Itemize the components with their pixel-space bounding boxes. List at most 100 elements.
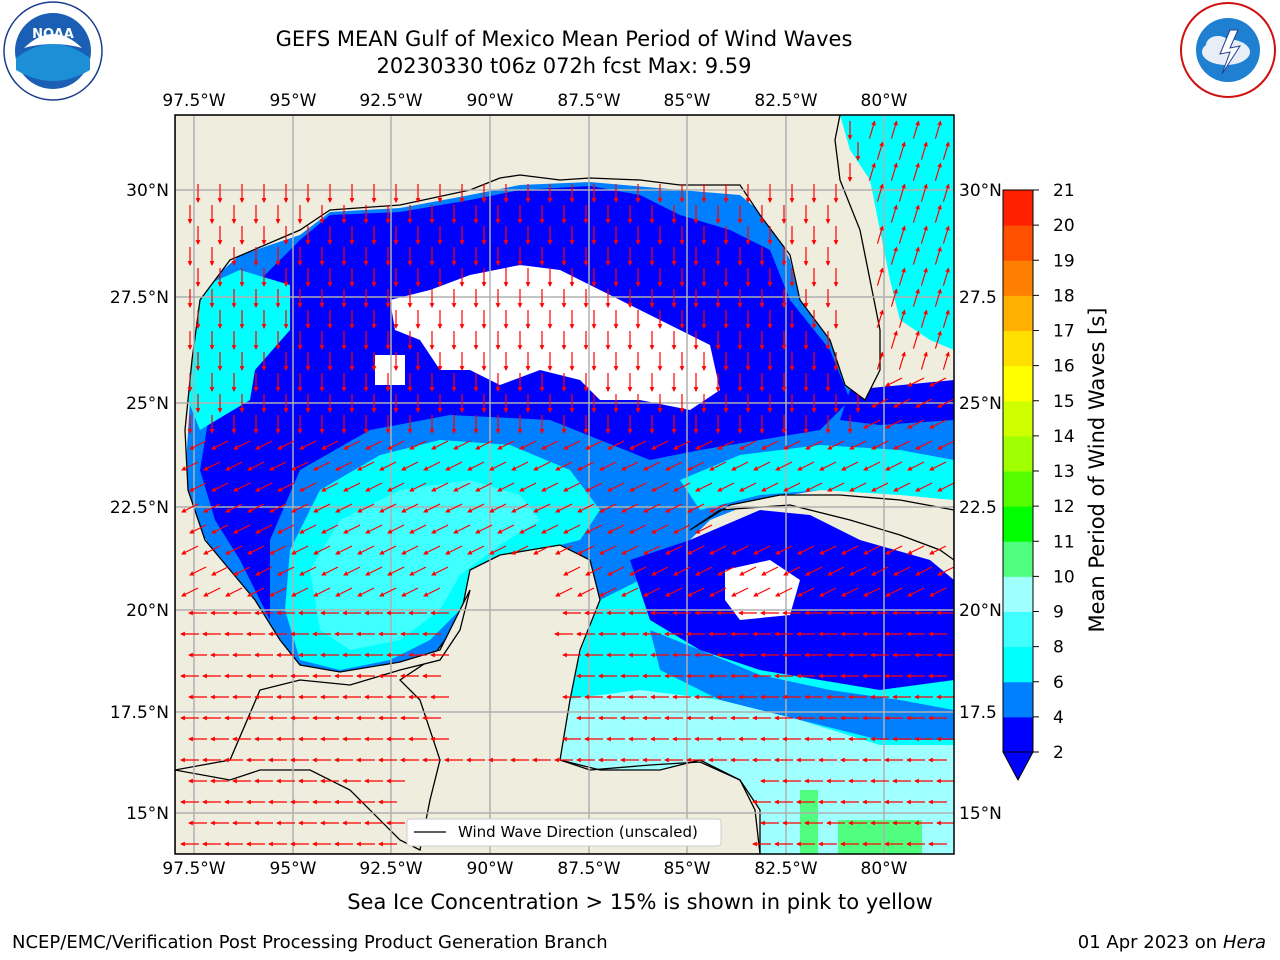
wind-arrow — [863, 461, 881, 471]
wind-arrow — [497, 524, 515, 534]
wind-arrow — [335, 461, 353, 471]
wind-arrow — [643, 461, 661, 471]
wind-arrow — [453, 524, 471, 534]
lon-tick-bottom: 90°W — [467, 859, 514, 879]
wind-arrow — [739, 440, 757, 450]
wind-arrow — [709, 503, 727, 513]
lat-tick-left: 27.5°N — [110, 288, 169, 308]
lon-tick-bottom: 80°W — [861, 859, 908, 879]
wind-arrow — [687, 545, 705, 555]
wind-arrow — [555, 545, 573, 555]
wind-arrow — [885, 419, 903, 429]
wind-arrow — [893, 398, 911, 408]
wind-arrow — [673, 566, 691, 576]
wind-arrow — [695, 524, 713, 534]
wind-arrow — [511, 545, 529, 555]
wind-arrow — [563, 482, 581, 492]
wind-arrow — [868, 120, 876, 139]
wind-arrow — [629, 524, 647, 534]
wind-arrow — [321, 524, 339, 534]
colorbar-level-label: 16 — [1053, 357, 1075, 377]
wind-arrow — [299, 482, 317, 492]
wind-arrow — [898, 141, 906, 160]
colorbar-segment — [1003, 646, 1033, 683]
footer-date: 01 Apr 2023 on — [1077, 932, 1223, 953]
wind-arrow — [431, 440, 449, 450]
wind-arrow — [189, 482, 207, 492]
light-cyan-core — [310, 480, 540, 650]
wind-arrow — [299, 566, 317, 576]
wind-arrow — [929, 377, 947, 387]
wind-arrow — [401, 545, 419, 555]
wind-arrow — [665, 503, 683, 513]
wind-arrow — [929, 545, 947, 555]
wind-arrow — [841, 587, 859, 597]
legend-label: Wind Wave Direction (unscaled) — [458, 823, 698, 841]
wind-arrow — [920, 141, 928, 160]
footer-left: NCEP/EMC/Verification Post Processing Pr… — [12, 932, 608, 953]
wind-arrow — [211, 440, 229, 450]
wind-arrow — [343, 566, 361, 576]
colorbar: 2 4 6 8 9 10 11 12 13 14 15 16 17 18 19 20 21 — [1002, 181, 1075, 782]
wind-arrow — [203, 545, 221, 555]
wind-arrow — [673, 440, 691, 450]
lat-ticks-left: 30°N 27.5°N 25°N 22.5°N 20°N 17.5°N 15°N — [110, 181, 169, 824]
colorbar-segment — [1003, 611, 1033, 648]
wind-arrow — [533, 503, 551, 513]
wind-arrow — [761, 440, 779, 450]
wind-arrow — [920, 309, 928, 328]
lat-tick-left: 17.5°N — [110, 703, 169, 723]
wind-arrow — [890, 204, 898, 223]
wind-arrow — [577, 503, 595, 513]
wind-arrow — [849, 482, 867, 492]
wind-arrow — [827, 566, 845, 576]
wind-arrow — [247, 461, 265, 471]
wind-arrow — [519, 482, 537, 492]
wind-arrow — [423, 587, 441, 597]
wind-arrow — [269, 587, 287, 597]
lon-tick-bottom: 95°W — [270, 859, 317, 879]
wind-arrow — [797, 587, 815, 597]
wind-arrow — [599, 587, 617, 597]
wind-arrow — [695, 482, 713, 492]
wind-arrow — [321, 482, 339, 492]
wind-arrow — [695, 440, 713, 450]
wind-arrow — [915, 440, 933, 450]
footer-right: 01 Apr 2023 on Hera — [1078, 932, 1266, 953]
cuba-north-cyan — [680, 445, 954, 510]
wind-arrow — [489, 461, 507, 471]
wind-arrow — [898, 309, 906, 328]
wind-arrow — [409, 440, 427, 450]
colorbar-segment — [1003, 435, 1033, 472]
wind-arrow — [365, 440, 383, 450]
wind-arrow — [555, 503, 573, 513]
lat-tick-right: 25°N — [959, 394, 1002, 414]
wind-arrow — [423, 503, 441, 513]
wind-arrow — [687, 503, 705, 513]
wind-arrow — [489, 545, 507, 555]
colorbar-title: Mean Period of Wind Waves [s] — [1085, 308, 1109, 633]
colorbar-level-label: 4 — [1053, 708, 1064, 728]
lon-ticks-top: 97.5°W 95°W 92.5°W 90°W 87.5°W 85°W 82.5°W 80°W — [162, 91, 907, 111]
wind-arrow — [497, 440, 515, 450]
lon-tick-top: 97.5°W — [162, 91, 225, 111]
wind-arrow — [665, 587, 683, 597]
wind-arrow — [379, 503, 397, 513]
wind-arrow — [387, 482, 405, 492]
wind-arrow — [731, 461, 749, 471]
wind-arrow — [651, 524, 669, 534]
wind-arrow — [607, 482, 625, 492]
wind-arrow — [934, 204, 942, 223]
wind-arrow — [942, 267, 950, 286]
wind-arrow — [898, 183, 906, 202]
wind-arrow — [934, 120, 942, 139]
nodata-patch — [375, 355, 405, 385]
wind-arrow — [585, 566, 603, 576]
wind-arrow — [643, 503, 661, 513]
wind-arrow — [739, 566, 757, 576]
wind-arrow — [717, 482, 735, 492]
wind-arrow — [885, 545, 903, 555]
wind-arrow — [203, 587, 221, 597]
wind-arrow — [423, 461, 441, 471]
colorbar-segment — [1003, 400, 1033, 437]
